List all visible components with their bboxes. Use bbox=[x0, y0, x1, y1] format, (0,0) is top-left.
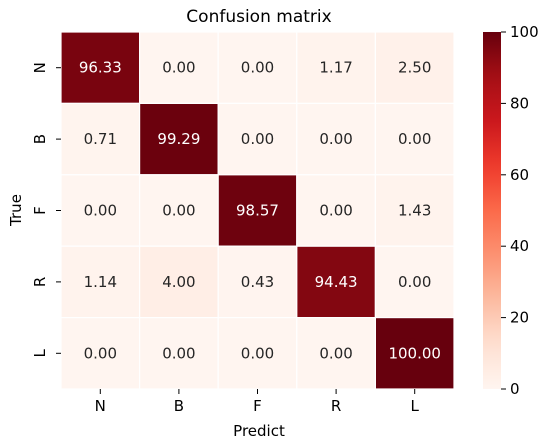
cell-value-label: 98.57 bbox=[236, 202, 279, 220]
x-tick-label: B bbox=[174, 397, 184, 415]
colorbar-tick-label: 0 bbox=[510, 380, 520, 398]
heatmap-cell bbox=[296, 174, 376, 247]
cell-value-label: 0.00 bbox=[241, 344, 274, 362]
y-tick-label: L bbox=[31, 348, 49, 357]
cell-value-label: 0.00 bbox=[162, 202, 195, 220]
heatmap-cells: 96.33 0.00 0.00 1.17 2.50 0.71 99.29 0.00 0.00 0.… bbox=[60, 31, 455, 390]
cell-value-label: 1.43 bbox=[398, 202, 431, 220]
x-tick-label: R bbox=[331, 397, 341, 415]
heatmap-cell bbox=[60, 317, 141, 390]
heatmap-cell bbox=[374, 245, 455, 319]
heatmap-cell bbox=[296, 31, 376, 105]
colorbar-tick-label: 60 bbox=[510, 166, 529, 184]
y-tick-label: N bbox=[31, 62, 49, 73]
x-tick-label: N bbox=[95, 397, 106, 415]
colorbar-tick-label: 20 bbox=[510, 309, 529, 327]
cell-value-label: 0.71 bbox=[84, 130, 117, 148]
heatmap-cell bbox=[139, 31, 219, 105]
y-axis: N B F R L bbox=[31, 62, 61, 357]
heatmap-cell bbox=[217, 102, 298, 176]
cell-value-label: 0.00 bbox=[162, 59, 195, 77]
cell-value-label: 96.33 bbox=[79, 59, 122, 77]
heatmap-cell bbox=[139, 174, 219, 247]
cell-value-label: 0.00 bbox=[319, 130, 352, 148]
x-tick-label: F bbox=[253, 397, 262, 415]
heatmap-cell bbox=[60, 31, 141, 105]
colorbar-tick-label: 40 bbox=[510, 237, 529, 255]
cell-value-label: 0.00 bbox=[319, 344, 352, 362]
heatmap-cell bbox=[217, 31, 298, 105]
cell-value-label: 0.00 bbox=[398, 130, 431, 148]
cell-value-label: 100.00 bbox=[388, 344, 441, 362]
x-axis-label: Predict bbox=[233, 422, 285, 440]
cell-value-label: 0.00 bbox=[241, 130, 274, 148]
colorbar-tick-label: 100 bbox=[510, 23, 539, 41]
cell-value-label: 0.00 bbox=[162, 344, 195, 362]
heatmap-cell bbox=[296, 245, 376, 319]
colorbar-gradient bbox=[483, 32, 501, 389]
heatmap-cell bbox=[217, 245, 298, 319]
colorbar: 0 20 40 60 80 100 bbox=[483, 23, 539, 398]
y-tick-label: F bbox=[31, 206, 49, 215]
cell-value-label: 4.00 bbox=[162, 273, 195, 291]
heatmap-cell bbox=[217, 317, 298, 390]
cell-value-label: 99.29 bbox=[157, 130, 200, 148]
heatmap-cell bbox=[139, 317, 219, 390]
y-tick-label: B bbox=[31, 134, 49, 144]
cell-value-label: 1.17 bbox=[319, 59, 352, 77]
cell-value-label: 0.00 bbox=[84, 344, 117, 362]
cell-value-label: 0.43 bbox=[241, 273, 274, 291]
colorbar-tick-label: 80 bbox=[510, 94, 529, 112]
cell-value-label: 0.00 bbox=[84, 202, 117, 220]
y-tick-label: R bbox=[31, 277, 49, 287]
cell-value-label: 94.43 bbox=[315, 273, 358, 291]
cell-value-label: 0.00 bbox=[319, 202, 352, 220]
chart-title: Confusion matrix bbox=[186, 7, 331, 27]
cell-value-label: 0.00 bbox=[241, 59, 274, 77]
y-axis-label: True bbox=[7, 194, 25, 227]
cell-value-label: 2.50 bbox=[398, 59, 431, 77]
cell-value-label: 1.14 bbox=[84, 273, 117, 291]
heatmap-cell bbox=[374, 317, 455, 390]
heatmap-cell bbox=[139, 245, 219, 319]
cell-value-label: 0.00 bbox=[398, 273, 431, 291]
heatmap-cell bbox=[374, 102, 455, 176]
x-tick-label: L bbox=[411, 397, 420, 415]
